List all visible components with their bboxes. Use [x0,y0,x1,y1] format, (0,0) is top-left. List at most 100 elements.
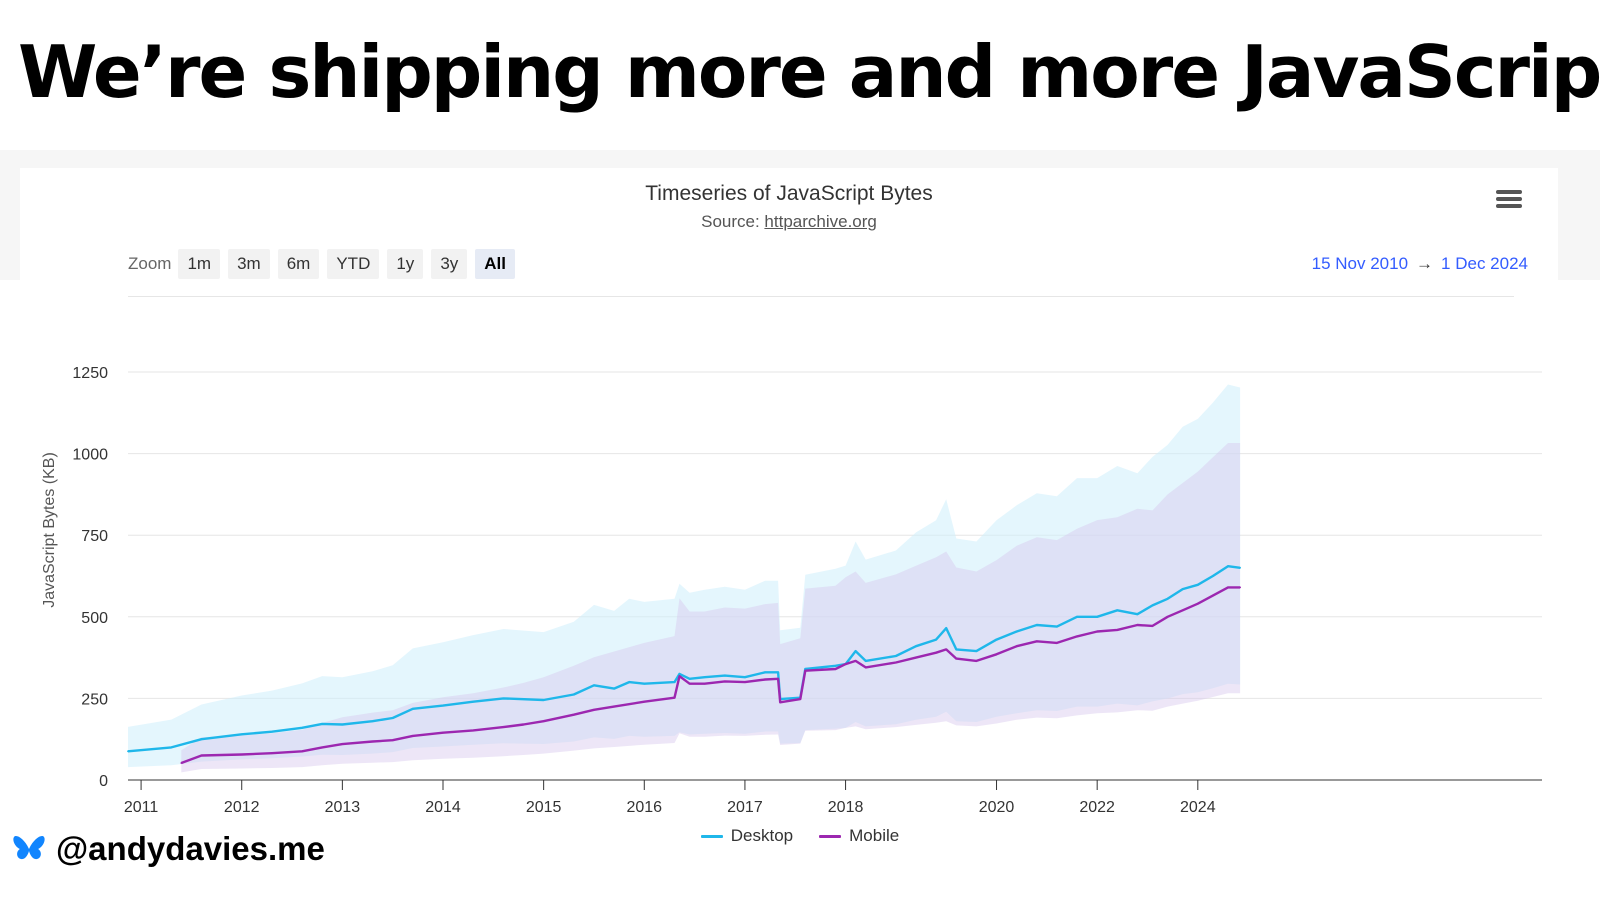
data-point-mobile [1227,586,1229,589]
data-point-desktop [321,723,324,725]
date-to[interactable]: 1 Dec 2024 [1441,254,1528,273]
data-point-desktop [472,700,475,703]
data-point-desktop [1151,604,1154,607]
legend-item-mobile[interactable]: Mobile [819,826,899,846]
data-point-mobile [935,651,937,654]
y-axis-label: JavaScript Bytes (KB) [41,452,58,608]
data-point-mobile [915,656,917,659]
data-point-desktop [391,717,394,719]
data-point-desktop [542,699,545,701]
y-tick-label: 0 [99,773,108,790]
data-point-desktop [643,682,646,685]
data-point-mobile [995,653,998,656]
data-point-mobile [613,705,615,708]
data-point-desktop [170,746,173,749]
y-tick-label: 1000 [72,447,108,464]
data-point-desktop [1096,615,1099,618]
data-point-desktop [502,697,505,700]
zoom-all-button[interactable]: All [475,249,516,279]
data-point-desktop [1116,609,1119,612]
data-point-mobile [240,753,243,756]
data-point-desktop [572,693,575,696]
data-point-mobile [180,762,183,764]
zoom-ytd-button[interactable]: YTD [327,249,380,279]
data-point-mobile [1136,624,1139,626]
y-tick-label: 500 [81,610,108,627]
desktop-percentile-band [128,384,1241,768]
data-point-mobile [1076,635,1078,638]
data-point-mobile [673,696,676,699]
data-point-desktop [200,738,203,741]
legend-label-mobile: Mobile [849,826,900,845]
zoom-6m-button[interactable]: 6m [277,249,320,279]
x-tick-label: 2016 [626,799,662,816]
data-point-desktop [593,684,595,687]
data-point-mobile [1056,642,1058,644]
data-point-mobile [975,660,978,662]
chart-subtitle: Source: httparchive.org [20,212,1558,232]
y-tick-label: 1250 [72,365,108,382]
data-point-mobile [1181,609,1184,612]
data-point-mobile [301,750,303,753]
data-point-mobile [1196,602,1199,605]
data-point-desktop [1196,583,1199,586]
data-point-mobile [1015,645,1018,648]
data-point-mobile [643,700,646,703]
data-point-mobile [764,678,766,681]
data-point-desktop [864,660,867,662]
x-tick-label: 2013 [325,799,361,816]
source-link[interactable]: httparchive.org [764,212,877,231]
x-tick-label: 2022 [1079,799,1115,816]
data-point-mobile [854,660,857,662]
data-point-desktop [613,687,615,690]
data-point-desktop [673,681,676,683]
source-prefix: Source: [701,212,765,231]
data-point-mobile [804,669,807,672]
data-point-desktop [935,638,937,641]
x-tick-label: 2024 [1180,799,1216,816]
data-point-desktop [777,671,779,674]
data-point-mobile [777,677,779,680]
data-point-desktop [442,704,444,707]
data-point-mobile [864,666,867,669]
data-point-mobile [723,680,726,683]
data-point-desktop [240,733,243,736]
data-point-desktop [744,676,746,679]
zoom-1m-button[interactable]: 1m [178,249,221,279]
y-tick-label: 250 [81,691,108,708]
data-point-desktop [804,668,807,670]
butterfly-icon [13,836,45,860]
zoom-label: Zoom [128,254,172,273]
slide-title: We’re shipping more and more JavaScript [18,30,1600,114]
data-point-mobile [1116,629,1119,631]
author-handle: @andydavies.me [12,830,325,868]
data-point-desktop [955,648,958,651]
x-tick-label: 2017 [727,799,763,816]
data-point-mobile [411,735,414,737]
data-point-mobile [522,723,525,726]
data-point-mobile [200,754,203,757]
data-point-desktop [341,723,344,726]
zoom-3m-button[interactable]: 3m [228,249,270,279]
data-point-desktop [1181,588,1184,590]
data-point-mobile [688,682,691,685]
arrow-right-icon: → [1416,254,1434,273]
data-point-desktop [703,676,706,679]
data-point-mobile [1212,594,1214,597]
data-point-mobile [472,729,475,732]
handle-text: @andydavies.me [56,830,325,867]
data-point-mobile [1166,615,1169,618]
data-point-mobile [779,701,782,704]
data-point-desktop [764,671,766,674]
data-point-desktop [1056,625,1058,628]
data-point-mobile [703,682,706,685]
hamburger-menu-icon[interactable] [1496,190,1522,214]
x-tick-label: 2011 [124,799,159,816]
data-point-desktop [723,674,726,677]
date-from[interactable]: 15 Nov 2010 [1311,254,1409,273]
legend-item-desktop[interactable]: Desktop [700,826,793,846]
zoom-1y-button[interactable]: 1y [387,249,424,279]
data-point-mobile [542,720,545,723]
data-point-mobile [744,681,746,683]
zoom-3y-button[interactable]: 3y [431,249,468,279]
